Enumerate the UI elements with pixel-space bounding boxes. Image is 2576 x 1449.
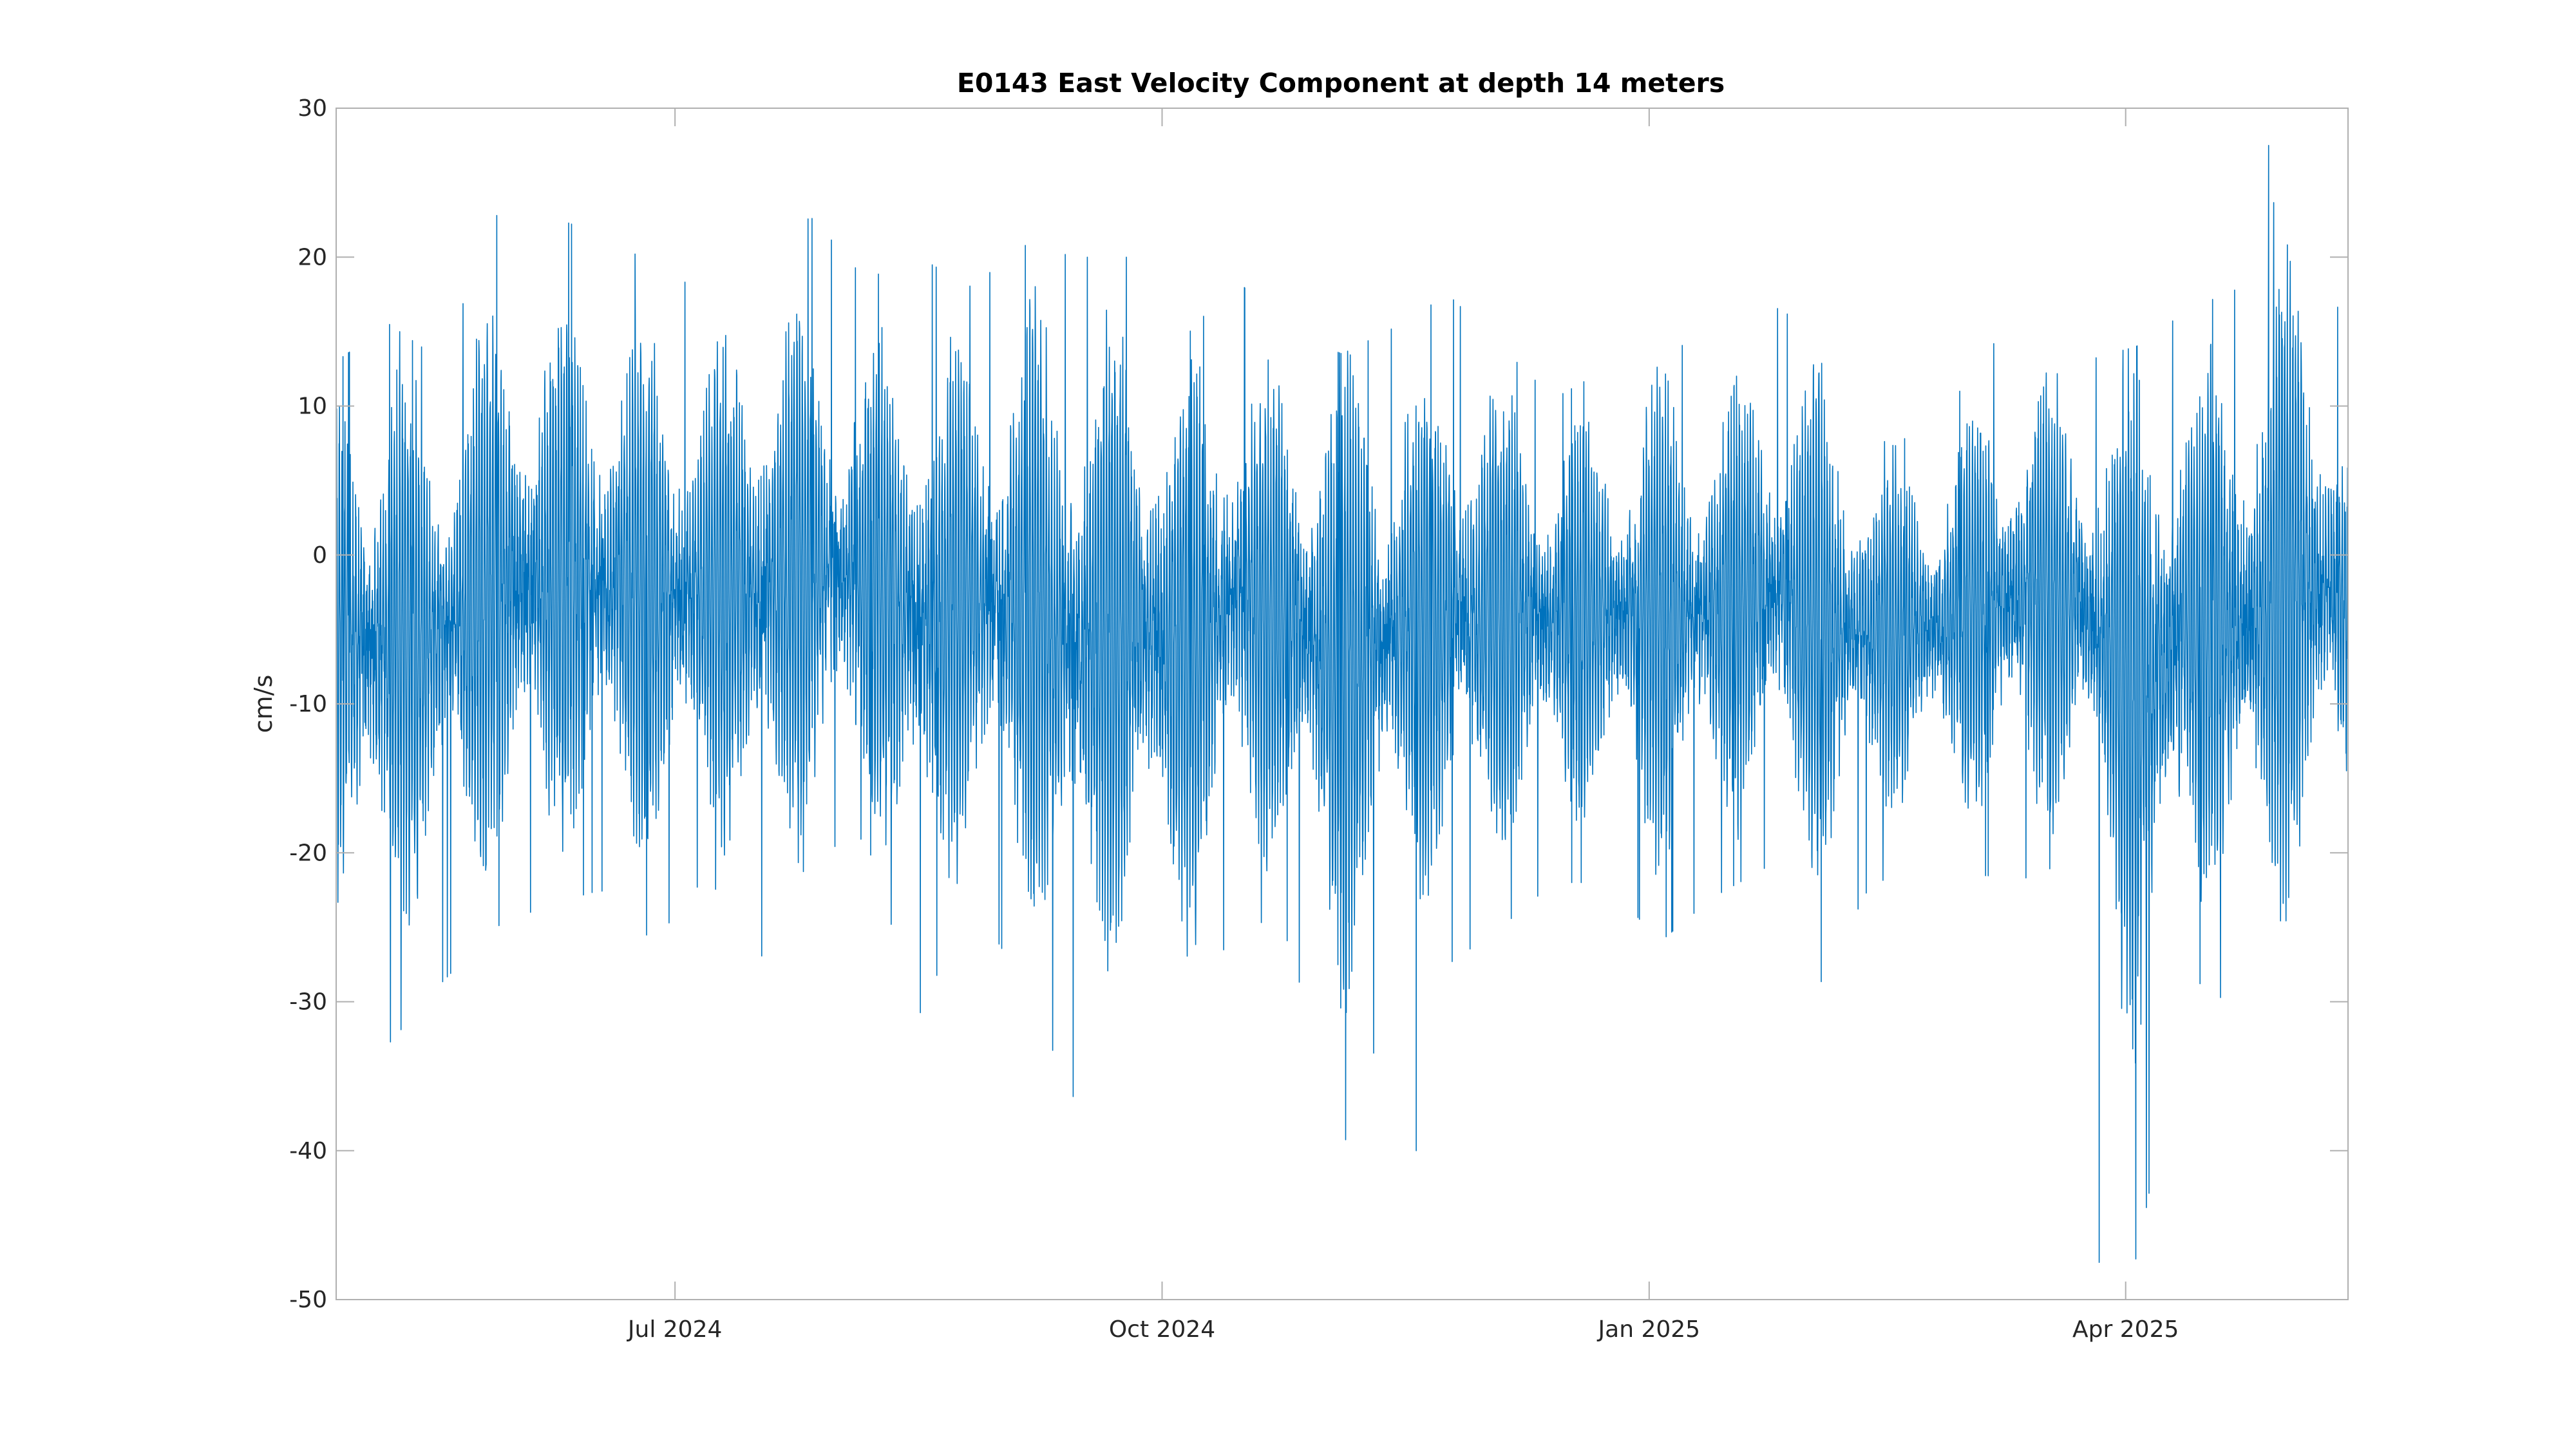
- y-tick-label: 20: [298, 244, 327, 270]
- y-tick-label: 30: [298, 95, 327, 122]
- x-tick-label: Jan 2025: [1597, 1316, 1701, 1343]
- y-axis: 30 20 10 0 -10 -20 -30 -40 -50: [289, 95, 2348, 1313]
- x-tick-label: Jul 2024: [627, 1316, 723, 1343]
- y-tick-label: -50: [289, 1287, 327, 1313]
- y-tick-label: -30: [289, 989, 327, 1016]
- y-tick-label: -20: [289, 840, 327, 866]
- y-axis-label: cm/s: [249, 675, 278, 734]
- series-line-east-velocity: [336, 145, 2349, 1263]
- plot-area: [336, 145, 2349, 1263]
- y-tick-label: 10: [298, 393, 327, 420]
- y-tick-label: -10: [289, 691, 327, 717]
- y-tick-label: 0: [312, 542, 327, 569]
- x-tick-label: Oct 2024: [1109, 1316, 1215, 1343]
- chart-title: E0143 East Velocity Component at depth 1…: [957, 68, 1725, 99]
- x-tick-label: Apr 2025: [2072, 1316, 2179, 1343]
- x-axis: Jul 2024 Oct 2024 Jan 2025 Apr 2025: [627, 108, 2179, 1343]
- y-tick-label: -40: [289, 1138, 327, 1164]
